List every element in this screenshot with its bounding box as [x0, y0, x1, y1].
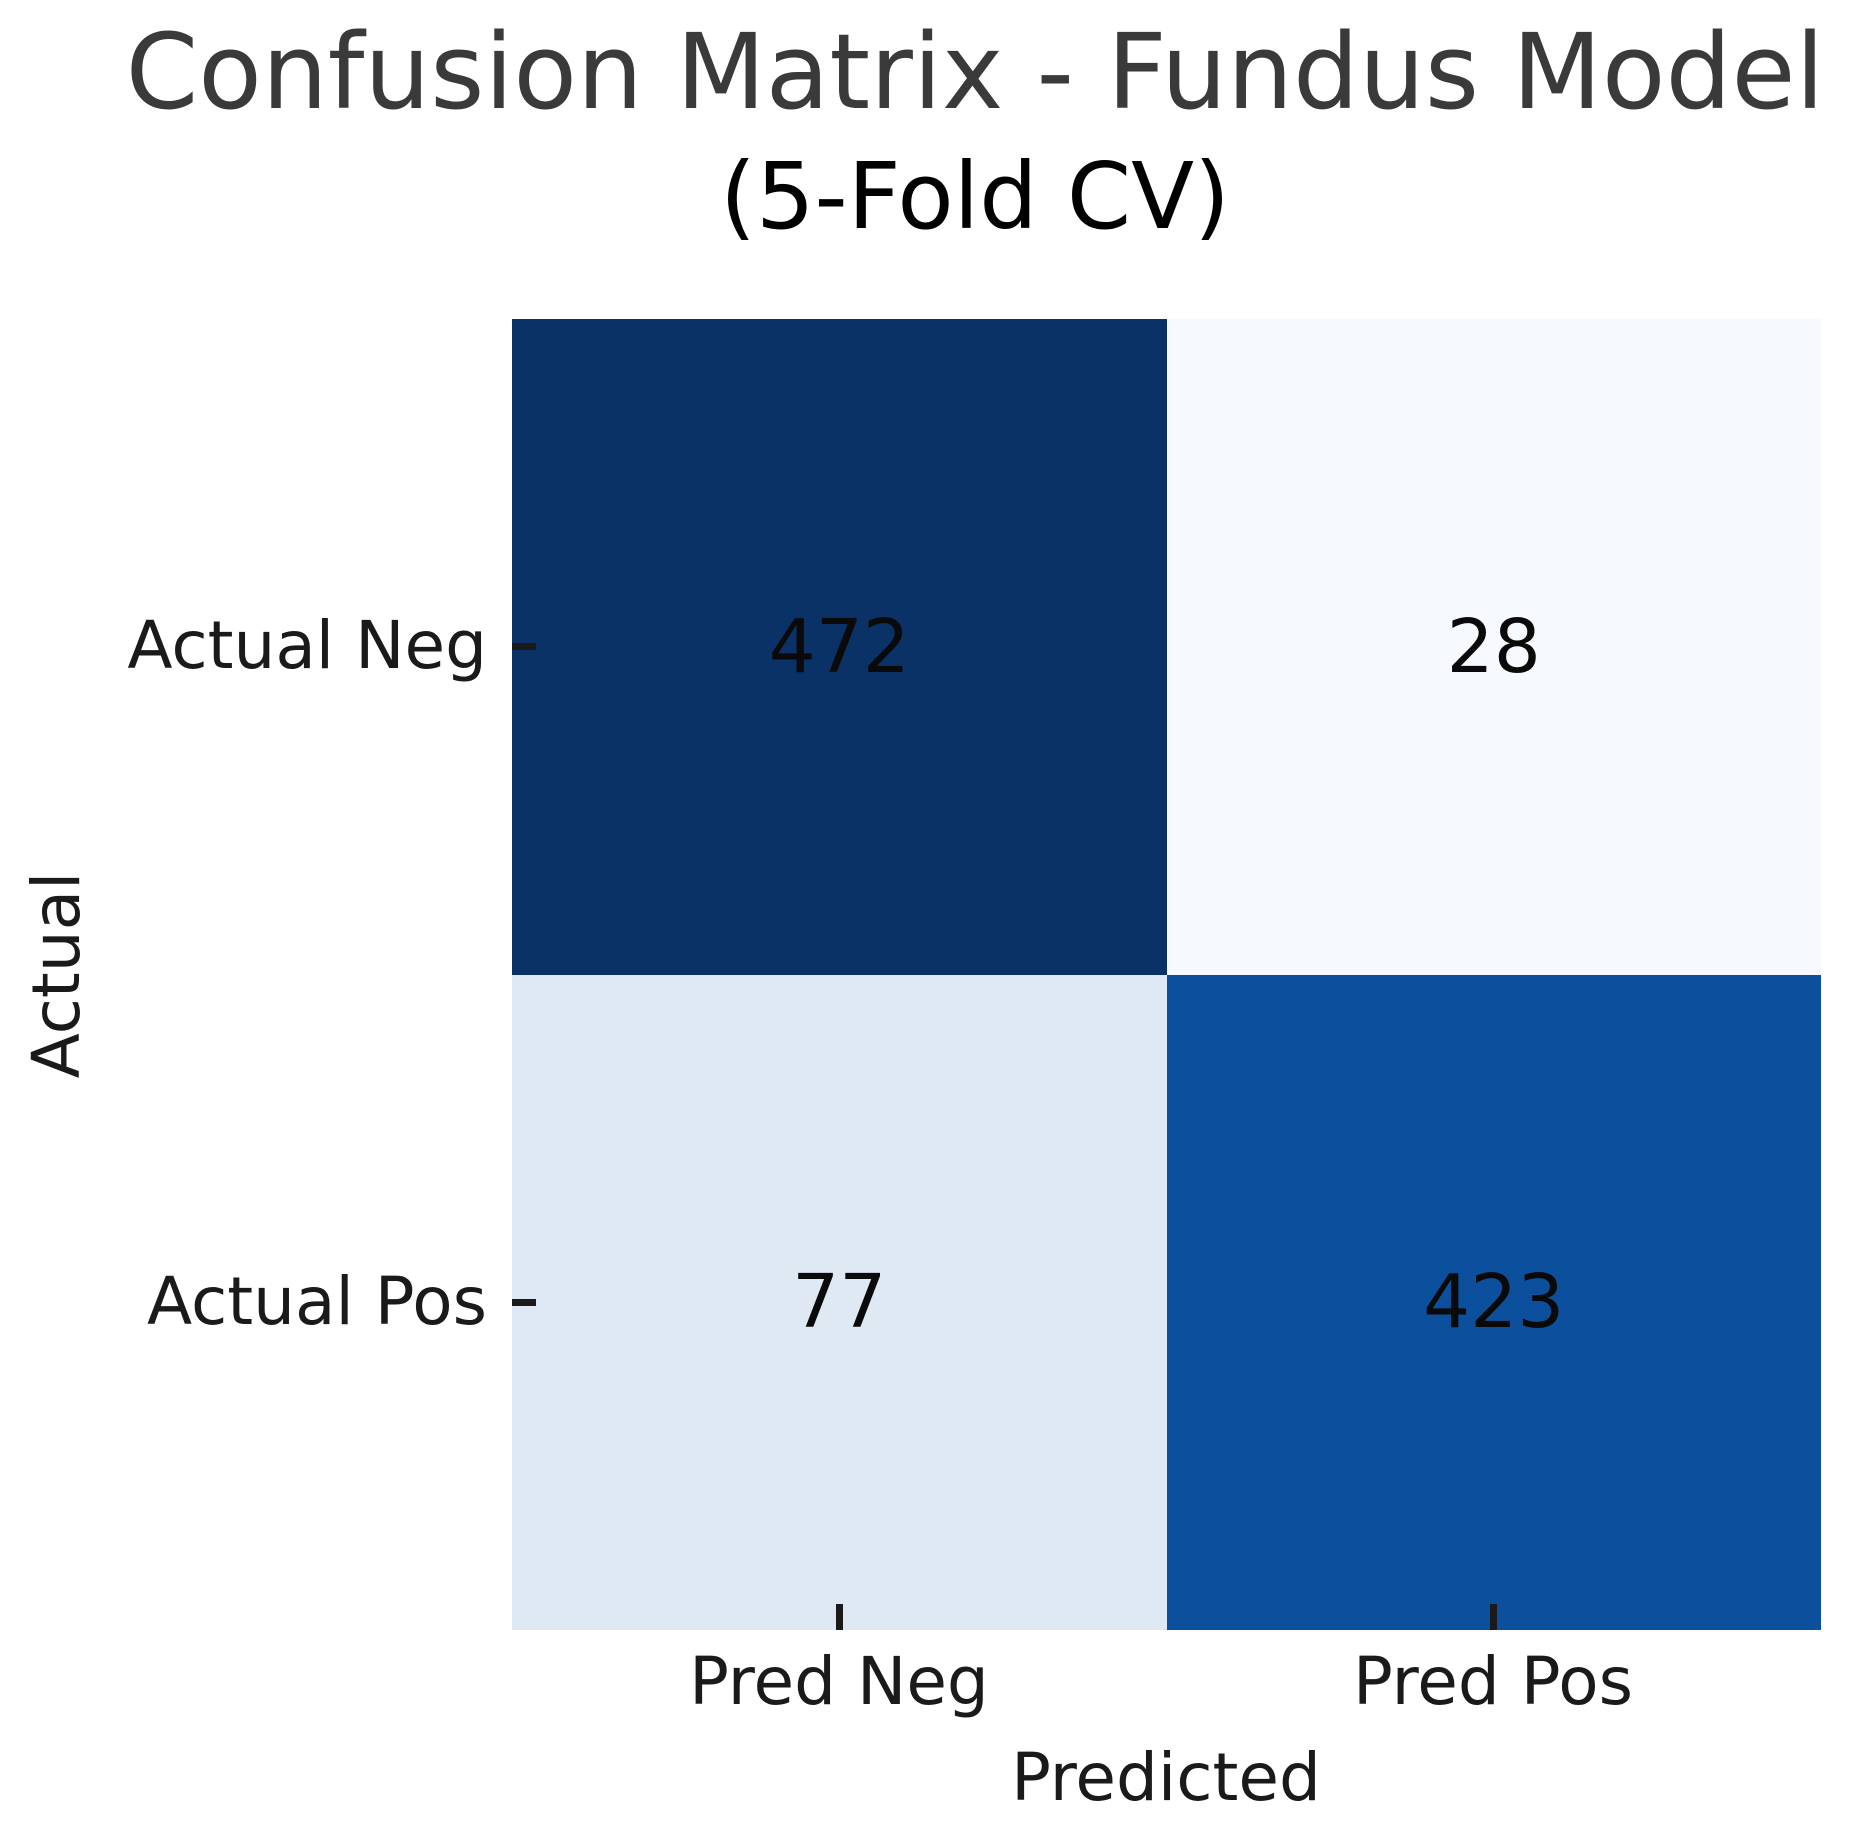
y-axis-title: Actual	[18, 871, 95, 1079]
cell-value-false-positive: 28	[1446, 603, 1541, 690]
chart-title: Confusion Matrix - Fundus Model	[125, 11, 1825, 133]
x-axis-tick-col1	[1490, 1604, 1497, 1630]
cell-value-true-negative: 472	[768, 603, 910, 690]
y-axis-tick-row1	[512, 1299, 536, 1306]
chart-title-block: Confusion Matrix - Fundus Model (5-Fold …	[90, 8, 1858, 258]
y-axis-tick-row0	[512, 643, 536, 650]
x-axis-title: Predicted	[1011, 1739, 1321, 1816]
x-axis-tick-col0	[836, 1604, 843, 1630]
x-tick-label-pred-pos: Pred Pos	[1352, 1643, 1634, 1720]
chart-subtitle: (5-Fold CV)	[720, 143, 1230, 250]
cell-actual-neg-pred-neg: 472	[512, 319, 1167, 975]
cell-actual-neg-pred-pos: 28	[1166, 319, 1821, 975]
y-tick-label-actual-pos: Actual Pos	[147, 1263, 487, 1340]
y-tick-label-actual-neg: Actual Neg	[127, 607, 487, 684]
heatmap-grid: 472 28 77 423	[512, 319, 1821, 1630]
cell-value-true-positive: 423	[1423, 1259, 1565, 1346]
cell-actual-pos-pred-neg: 77	[512, 974, 1167, 1630]
cell-value-false-negative: 77	[792, 1259, 887, 1346]
x-tick-label-pred-neg: Pred Neg	[689, 1643, 989, 1720]
cell-actual-pos-pred-pos: 423	[1166, 974, 1821, 1630]
